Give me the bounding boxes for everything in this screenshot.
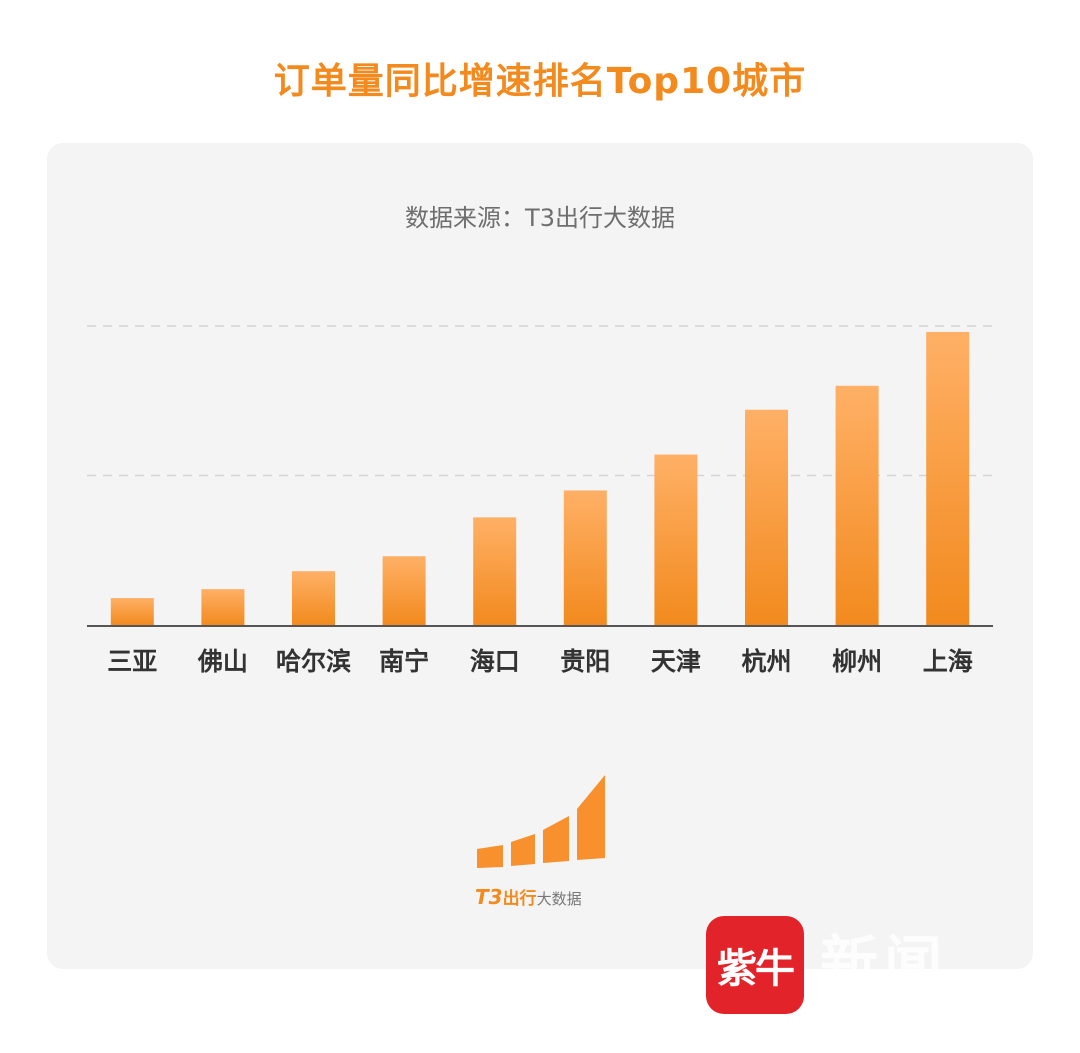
category-label-3: 南宁	[379, 647, 429, 676]
category-label-0: 三亚	[107, 647, 157, 676]
bar-6	[654, 454, 698, 625]
logo-brand-rest: 出行	[502, 889, 537, 909]
logo-text: T3出行大数据	[475, 884, 615, 909]
category-label-8: 柳州	[832, 647, 882, 676]
bar-5	[563, 490, 607, 625]
bar-0	[110, 598, 154, 625]
category-label-4: 海口	[470, 647, 520, 676]
bar-chart: 三亚 佛山 哈尔滨 南宁 海口 贵阳 天津 杭州 柳州 上海	[87, 325, 993, 676]
category-label-5: 贵阳	[560, 647, 610, 676]
zniu-badge-logo: 紫牛	[706, 916, 804, 1014]
bar-8	[835, 385, 879, 625]
bar-2	[292, 571, 335, 625]
news-watermark: 新闻	[820, 929, 949, 997]
bar-4	[473, 517, 517, 625]
data-source-label: 数据来源：T3出行大数据	[405, 204, 675, 232]
chart-card: 数据来源：T3出行大数据 三亚 佛山 哈尔滨 南宁 海口 贵阳 天津 杭州 柳州 上海 T3出行大…	[47, 143, 1033, 969]
rising-bars-logo-icon	[477, 775, 605, 868]
bar-1	[201, 589, 245, 625]
category-label-9: 上海	[923, 647, 973, 676]
logo-suffix: 大数据	[536, 890, 582, 908]
category-label-6: 天津	[651, 647, 701, 676]
logo-brand-t3: T3	[475, 885, 503, 909]
bar-9	[926, 331, 970, 625]
category-label-7: 杭州	[741, 647, 791, 676]
bar-7	[745, 409, 788, 625]
category-label-2: 哈尔滨	[276, 647, 351, 676]
category-label-1: 佛山	[197, 647, 248, 676]
bars	[110, 331, 970, 625]
category-labels: 三亚 佛山 哈尔滨 南宁 海口 贵阳 天津 杭州 柳州 上海	[107, 647, 972, 676]
bar-3	[382, 556, 426, 625]
page-title: 订单量同比增速排名Top10城市	[273, 61, 807, 102]
